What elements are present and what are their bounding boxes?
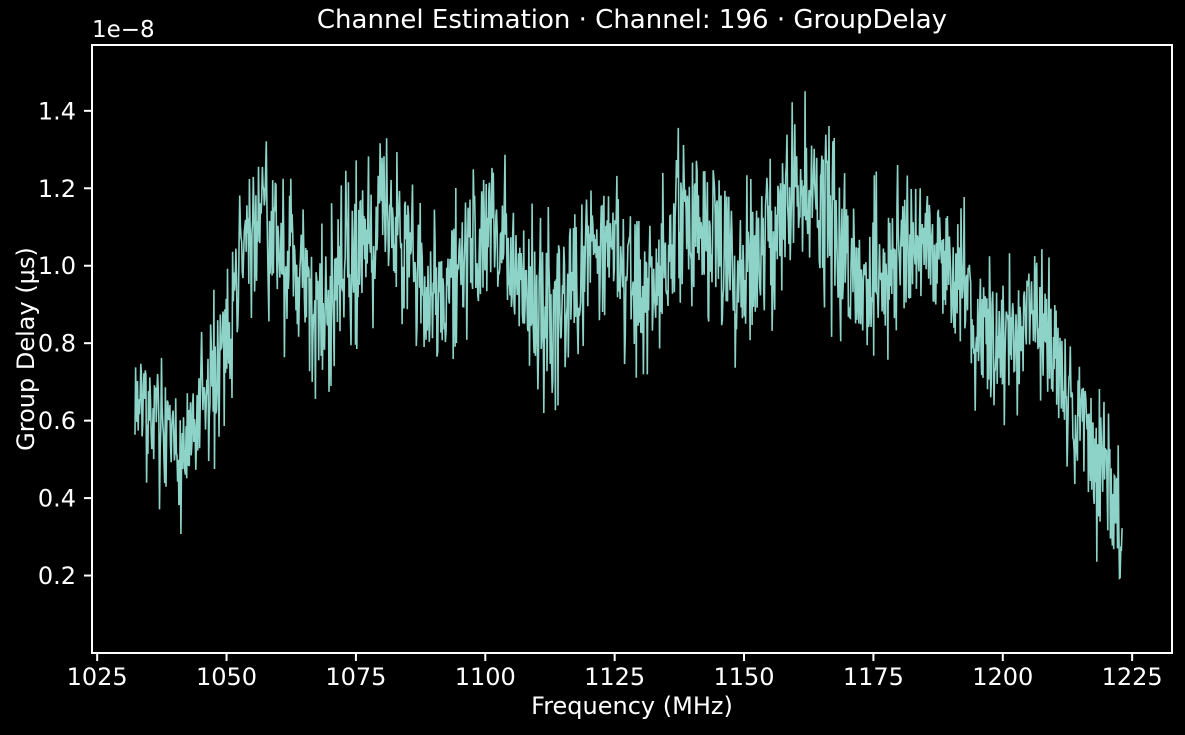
y-tick-label: 1.0 bbox=[38, 252, 76, 280]
x-tick-label: 1100 bbox=[455, 663, 516, 691]
y-tick-label: 0.4 bbox=[38, 485, 76, 513]
x-tick-label: 1025 bbox=[67, 663, 128, 691]
y-tick-label: 0.6 bbox=[38, 407, 76, 435]
y-tick-label: 1.2 bbox=[38, 175, 76, 203]
axes-frame bbox=[91, 44, 1173, 654]
groupdelay-line bbox=[134, 91, 1123, 580]
x-tick-label: 1075 bbox=[325, 663, 386, 691]
y-tick-label: 0.8 bbox=[38, 330, 76, 358]
x-tick-label: 1125 bbox=[584, 663, 645, 691]
x-tick-label: 1225 bbox=[1102, 663, 1163, 691]
y-tick-label: 0.2 bbox=[38, 562, 76, 590]
chart-title: Channel Estimation · Channel: 196 · Grou… bbox=[316, 5, 948, 35]
y-tick-label: 1.4 bbox=[38, 97, 76, 125]
x-axis-ticks: 1025 1050 1075 1100 1125 1150 1175 1200 1225 bbox=[67, 653, 1163, 691]
x-tick-label: 1150 bbox=[713, 663, 774, 691]
x-tick-label: 1175 bbox=[843, 663, 904, 691]
x-axis-label: Frequency (MHz) bbox=[531, 692, 733, 720]
data-series bbox=[134, 91, 1123, 580]
x-tick-label: 1200 bbox=[972, 663, 1033, 691]
y-axis-ticks: 0.2 0.4 0.6 0.8 1.0 1.2 1.4 bbox=[38, 97, 92, 590]
x-tick-label: 1050 bbox=[196, 663, 257, 691]
y-axis-offset-label: 1e−8 bbox=[92, 17, 155, 43]
